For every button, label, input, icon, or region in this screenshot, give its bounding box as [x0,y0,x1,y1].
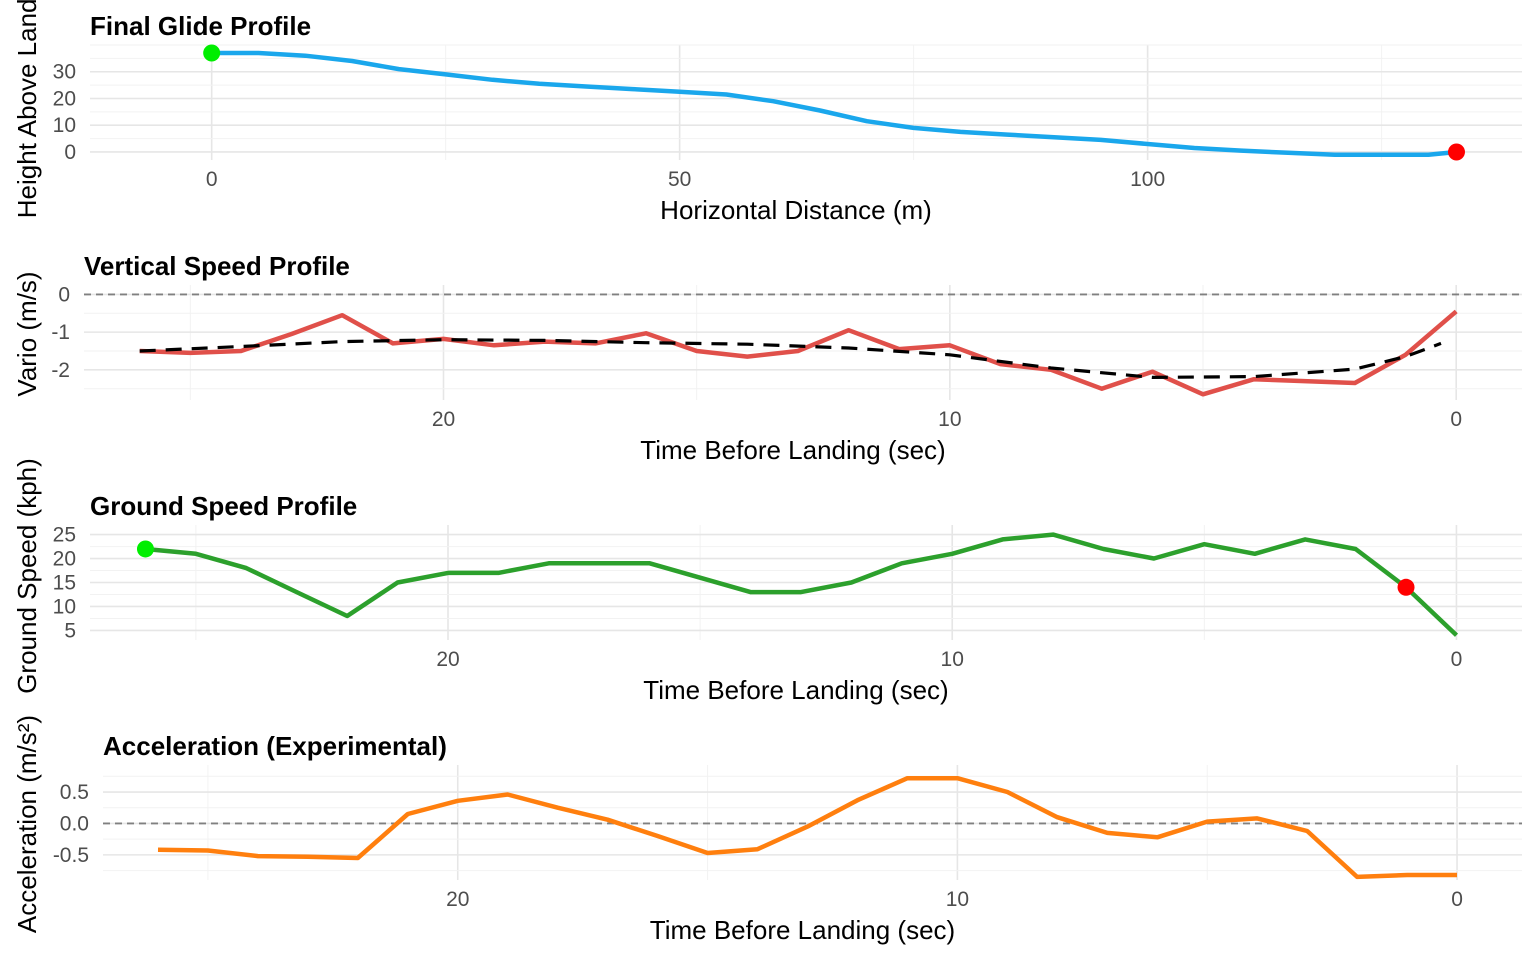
x-tick-label: 20 [446,888,469,911]
end-point-marker [1447,143,1465,161]
smoothed-trend-line [139,338,1442,379]
series-line-1 [145,532,1459,637]
y-axis-label: Ground Speed (kph) [12,458,42,694]
y-tick-label: -1 [51,321,70,344]
x-axis-label: Time Before Landing (sec) [650,915,955,945]
y-tick-label: -0.5 [53,844,89,867]
x-axis-label: Time Before Landing (sec) [640,435,945,465]
x-tick-label: 0 [1451,888,1463,911]
x-tick-label: 10 [946,888,969,911]
start-point-marker [203,44,221,62]
panel-2: 20 10 0 0 -1 -2 Vertical Speed Profile Time Bef… [12,251,1522,465]
x-tick-label: 10 [941,648,964,671]
x-tick-label: 20 [432,408,455,431]
panel-4: 20 10 0 0.5 0.0 -0.5 Acceleration (Experimenta… [12,715,1522,945]
panel-title: Vertical Speed Profile [84,251,350,281]
y-tick-label: 20 [53,548,76,571]
y-tick-label: 25 [53,524,76,547]
y-tick-label: -2 [51,359,70,382]
x-tick-label: 10 [938,408,961,431]
x-tick-label: 0 [1451,648,1463,671]
x-tick-label: 20 [436,648,459,671]
start-point-marker [136,540,154,558]
x-tick-label: 50 [668,168,691,191]
y-tick-label: 0 [64,141,76,164]
x-axis-label: Horizontal Distance (m) [660,195,932,225]
x-tick-label: 0 [1450,408,1462,431]
y-tick-label: 10 [53,114,76,137]
panel-1: 0 50 100 0 10 20 30 Final Glide Profile Horizont… [12,0,1522,225]
series-line-1 [157,775,1457,880]
panel-title: Ground Speed Profile [90,491,357,521]
panel-title: Acceleration (Experimental) [103,731,447,761]
y-tick-label: 30 [53,61,76,84]
x-axis-label: Time Before Landing (sec) [643,675,948,705]
y-axis-label: Height Above Landing [12,0,42,218]
y-tick-label: 5 [64,619,76,642]
x-tick-label: 100 [1130,168,1165,191]
series-line-1 [139,309,1458,397]
y-axis-label: Acceleration (m/s²) [12,715,42,933]
panel-title: Final Glide Profile [90,11,311,41]
y-tick-label: 0 [58,283,70,306]
y-tick-label: 0.5 [60,781,89,804]
y-axis-label: Vario (m/s) [12,271,42,396]
y-tick-label: 0.0 [60,812,89,835]
x-tick-label: 0 [206,168,218,191]
series-line-1 [211,50,1457,157]
y-tick-label: 20 [53,87,76,110]
end-point-marker [1397,578,1415,596]
y-tick-label: 10 [53,595,76,618]
y-tick-label: 15 [53,572,76,595]
